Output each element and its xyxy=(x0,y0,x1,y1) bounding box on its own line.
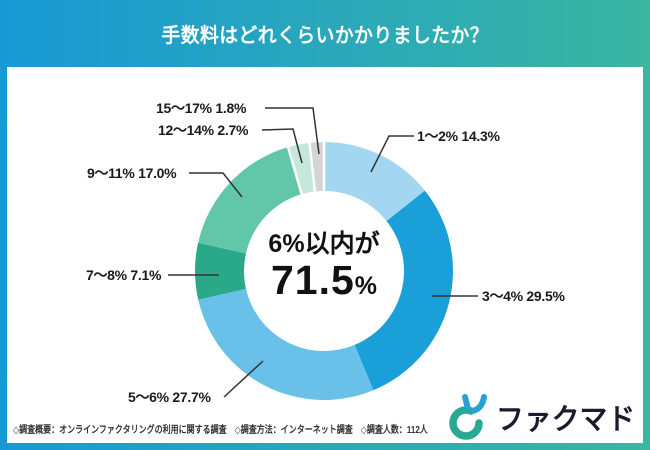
donut-slice-15〜17% xyxy=(309,142,324,192)
slice-label-15〜17%: 15〜17% 1.8% xyxy=(156,100,247,116)
slice-label-9〜11%: 9〜11% 17.0% xyxy=(87,165,177,181)
slice-label-7〜8%: 7〜8% 7.1% xyxy=(86,267,162,283)
donut-slice-3〜4% xyxy=(354,190,454,391)
center-label-line1: 6%以内が xyxy=(268,230,380,258)
donut-slice-5〜6% xyxy=(198,288,374,400)
header-banner: 手数料はどれくらいかかりましたか？ xyxy=(0,0,650,67)
ok-hand-icon xyxy=(449,394,487,440)
center-label-value: 71.5% xyxy=(270,257,378,303)
brand-name: ファクマド xyxy=(495,404,636,436)
leader-line-15〜17% xyxy=(265,107,320,155)
donut-slice-1〜2% xyxy=(324,142,425,222)
slice-separator xyxy=(308,141,317,194)
brand-logo: ファクマド xyxy=(446,392,641,442)
slice-label-12〜14%: 12〜14% 2.7% xyxy=(158,122,249,138)
leader-line-12〜14% xyxy=(261,128,303,164)
donut-slice-7〜8% xyxy=(195,242,247,300)
survey-note: ◇調査概要：オンラインファクタリングの利用に関する調査 ◇調査方法：インターネッ… xyxy=(13,425,428,436)
slice-label-3〜4%: 3〜4% 29.5% xyxy=(482,288,565,304)
leader-line-5〜6% xyxy=(223,360,264,398)
center-label-unit: % xyxy=(354,272,378,300)
leader-line-1〜2% xyxy=(370,135,414,173)
donut-slice-12〜14% xyxy=(288,142,315,195)
donut-center-label: 6%以内が 71.5% xyxy=(268,229,379,307)
leader-line-9〜11% xyxy=(189,172,243,198)
slice-separator xyxy=(286,145,304,197)
slice-label-1〜2%: 1〜2% 14.3% xyxy=(417,128,500,144)
slice-label-5〜6%: 5〜6% 27.7% xyxy=(128,389,211,405)
donut-slice-9〜11% xyxy=(198,147,302,254)
page-title: 手数料はどれくらいかかりましたか？ xyxy=(161,25,489,47)
